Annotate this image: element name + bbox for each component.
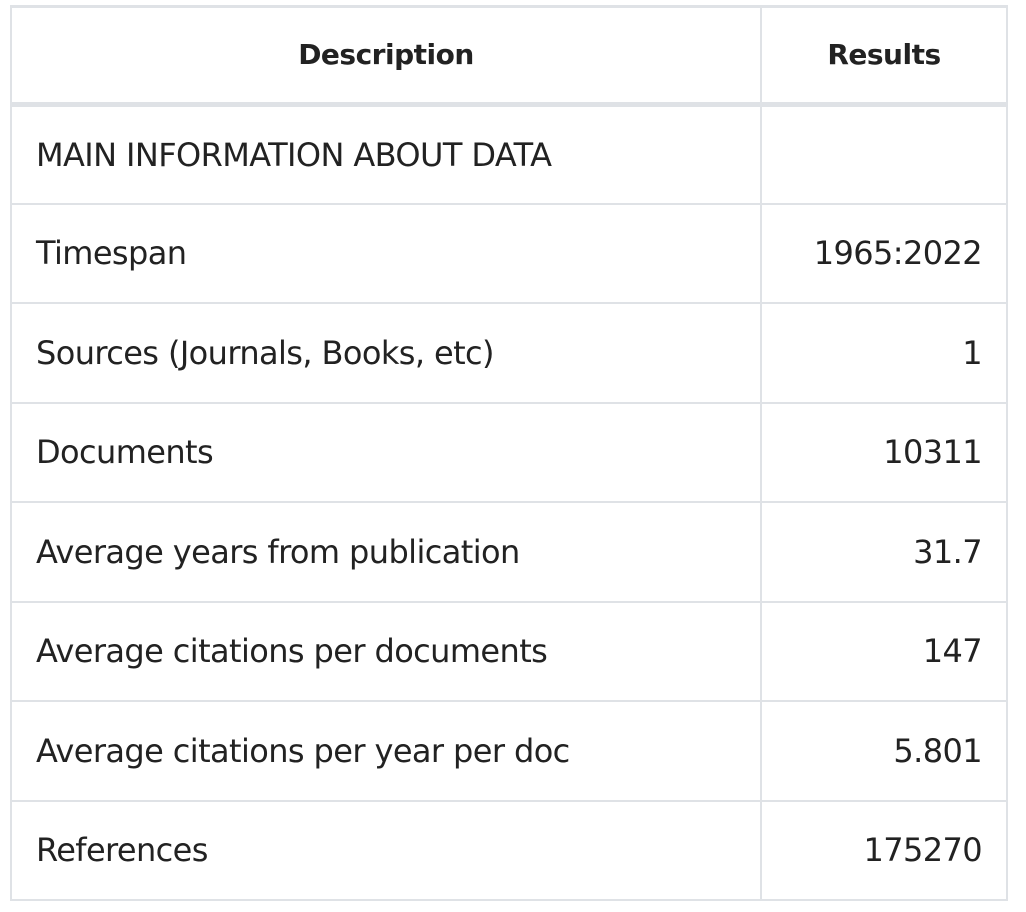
row-result	[760, 104, 1006, 205]
table-row: Average citations per documents 147	[12, 601, 1006, 702]
row-result: 175270	[760, 800, 1006, 901]
results-table: Description Results MAIN INFORMATION ABO…	[12, 8, 1006, 901]
row-description: Average citations per documents	[12, 601, 761, 702]
table-header: Description Results	[12, 8, 1006, 107]
row-description: Average years from publication	[12, 502, 761, 603]
row-description: Timespan	[12, 203, 761, 304]
table-row: Timespan 1965:2022	[12, 203, 1006, 304]
row-result: 1	[760, 303, 1006, 404]
column-header-description[interactable]: Description	[12, 8, 761, 107]
table-row: Average years from publication 31.7	[12, 502, 1006, 603]
row-result: 5.801	[760, 701, 1006, 802]
column-header-results[interactable]: Results	[760, 8, 1006, 107]
row-description: Documents	[12, 402, 761, 503]
header-row: Description Results	[12, 8, 1006, 107]
row-result: 147	[760, 601, 1006, 702]
row-description: Average citations per year per doc	[12, 701, 761, 802]
main-information-table: Description Results MAIN INFORMATION ABO…	[10, 5, 1008, 901]
table-row: Documents 10311	[12, 402, 1006, 503]
table-row: MAIN INFORMATION ABOUT DATA	[12, 104, 1006, 205]
row-description: MAIN INFORMATION ABOUT DATA	[12, 104, 761, 205]
table-body: MAIN INFORMATION ABOUT DATA Timespan 196…	[12, 104, 1006, 901]
row-description: References	[12, 800, 761, 901]
row-result: 10311	[760, 402, 1006, 503]
table-row: References 175270	[12, 800, 1006, 901]
table-row: Average citations per year per doc 5.801	[12, 701, 1006, 802]
row-result: 31.7	[760, 502, 1006, 603]
row-result: 1965:2022	[760, 203, 1006, 304]
table-row: Sources (Journals, Books, etc) 1	[12, 303, 1006, 404]
row-description: Sources (Journals, Books, etc)	[12, 303, 761, 404]
